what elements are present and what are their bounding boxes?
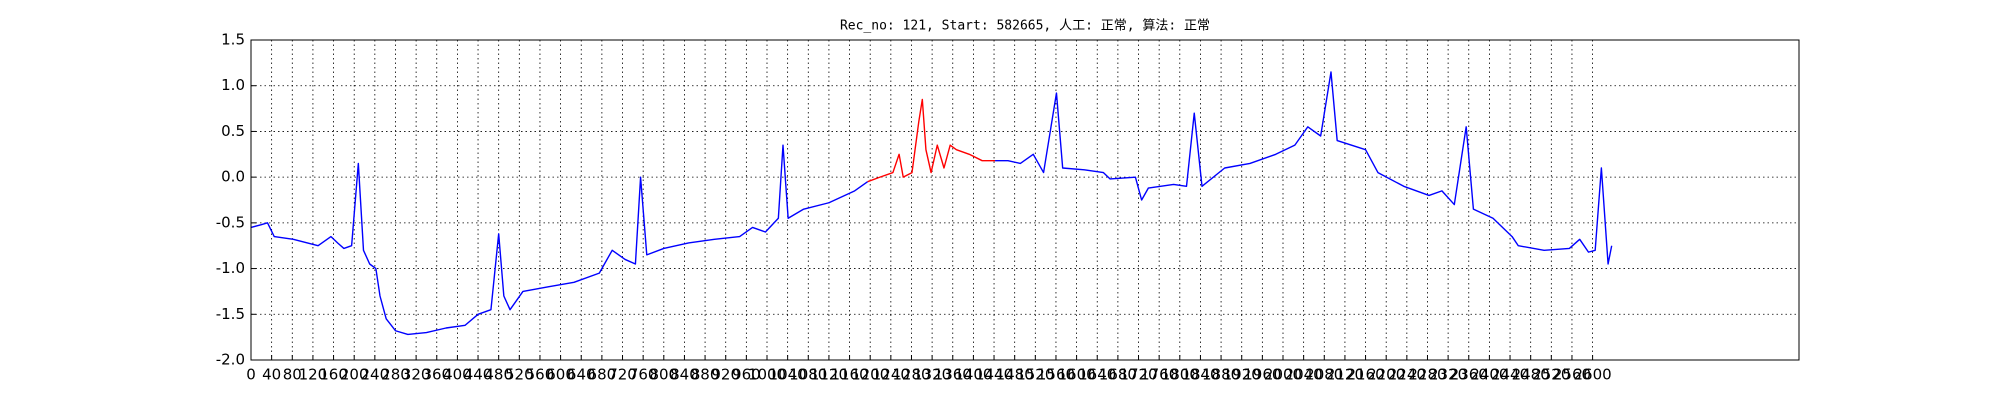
x-tick-label: 240 xyxy=(361,366,390,384)
x-tick-label: 2280 xyxy=(1408,366,1446,384)
x-tick-label: 1120 xyxy=(810,366,848,384)
chart-title: Rec_no: 121, Start: 582665, 人工: 正常, 算法: … xyxy=(840,19,1210,34)
x-tick-label: 440 xyxy=(464,366,493,384)
x-tick-label: 720 xyxy=(608,366,637,384)
signal-line xyxy=(867,98,996,183)
x-tick-label: 2240 xyxy=(1388,366,1426,384)
x-tick-label: 1800 xyxy=(1161,366,1199,384)
x-tick-label: 1000 xyxy=(748,366,786,384)
y-tick-label: -2.0 xyxy=(216,351,245,369)
x-tick-label: 2040 xyxy=(1285,366,1323,384)
x-tick-label: 1760 xyxy=(1140,366,1178,384)
signal-line xyxy=(250,144,869,336)
x-tick-label: 2560 xyxy=(1553,366,1591,384)
x-tick-label: 1720 xyxy=(1119,366,1157,384)
x-tick-label: 280 xyxy=(381,366,410,384)
y-tick-label: 1.5 xyxy=(221,31,245,49)
x-tick-label: 840 xyxy=(670,366,699,384)
x-tick-label: 1960 xyxy=(1243,366,1281,384)
y-tick-label: -1.5 xyxy=(216,305,245,323)
y-tick-label: 0.5 xyxy=(221,122,245,140)
x-tick-label: 1600 xyxy=(1058,366,1096,384)
x-tick-label: 960 xyxy=(732,366,761,384)
x-tick-label: 1920 xyxy=(1223,366,1261,384)
y-tick-label: -0.5 xyxy=(216,213,245,231)
x-tick-label: 1400 xyxy=(954,366,992,384)
y-tick-label: 1.0 xyxy=(221,76,245,94)
x-tick-label: 0 xyxy=(246,366,256,384)
x-tick-label: 1160 xyxy=(830,366,868,384)
x-tick-label: 1840 xyxy=(1181,366,1219,384)
x-tick-label: 1240 xyxy=(872,366,910,384)
x-tick-label: 360 xyxy=(422,366,451,384)
x-tick-label: 520 xyxy=(505,366,534,384)
x-tick-label: 320 xyxy=(402,366,431,384)
x-tick-label: 2200 xyxy=(1367,366,1405,384)
x-tick-label: 2120 xyxy=(1326,366,1364,384)
x-tick-label: 1640 xyxy=(1078,366,1116,384)
x-tick-label: 160 xyxy=(319,366,348,384)
x-tick-label: 2440 xyxy=(1491,366,1529,384)
x-tick-label: 800 xyxy=(649,366,678,384)
plot-frame xyxy=(250,39,1800,361)
x-tick-label: 1040 xyxy=(769,366,807,384)
x-tick-label: 200 xyxy=(340,366,369,384)
x-tick-label: 1200 xyxy=(851,366,889,384)
x-tick-label: 1560 xyxy=(1037,366,1075,384)
x-tick-label: 400 xyxy=(443,366,472,384)
y-tick-label: -1.0 xyxy=(216,259,245,277)
x-tick-label: 1520 xyxy=(1016,366,1054,384)
x-tick-label: 120 xyxy=(299,366,328,384)
x-tick-label: 640 xyxy=(567,366,596,384)
y-tick-label: 0.0 xyxy=(221,168,245,186)
x-tick-label: 2080 xyxy=(1305,366,1343,384)
x-tick-label: 2520 xyxy=(1532,366,1570,384)
x-tick-label: 480 xyxy=(484,366,513,384)
x-tick-label: 2600 xyxy=(1574,366,1612,384)
x-tick-label: 1880 xyxy=(1202,366,1240,384)
x-tick-label: 680 xyxy=(588,366,617,384)
x-tick-label: 2480 xyxy=(1512,366,1550,384)
x-tick-label: 600 xyxy=(546,366,575,384)
x-tick-label: 1440 xyxy=(975,366,1013,384)
x-tick-label: 880 xyxy=(691,366,720,384)
x-tick-label: 2400 xyxy=(1470,366,1508,384)
signal-line xyxy=(995,71,1613,265)
x-tick-label: 1080 xyxy=(789,366,827,384)
x-tick-label: 760 xyxy=(629,366,658,384)
x-tick-label: 1680 xyxy=(1099,366,1137,384)
x-tick-label: 2360 xyxy=(1450,366,1488,384)
x-tick-label: 920 xyxy=(711,366,740,384)
x-tick-label: 2160 xyxy=(1346,366,1384,384)
x-tick-label: 1480 xyxy=(996,366,1034,384)
x-tick-label: 2320 xyxy=(1429,366,1467,384)
x-tick-label: 40 xyxy=(262,366,281,384)
x-tick-label: 1280 xyxy=(892,366,930,384)
x-tick-label: 80 xyxy=(283,366,302,384)
x-tick-label: 1320 xyxy=(913,366,951,384)
x-tick-label: 560 xyxy=(526,366,555,384)
x-tick-label: 2000 xyxy=(1264,366,1302,384)
x-tick-label: 1360 xyxy=(934,366,972,384)
